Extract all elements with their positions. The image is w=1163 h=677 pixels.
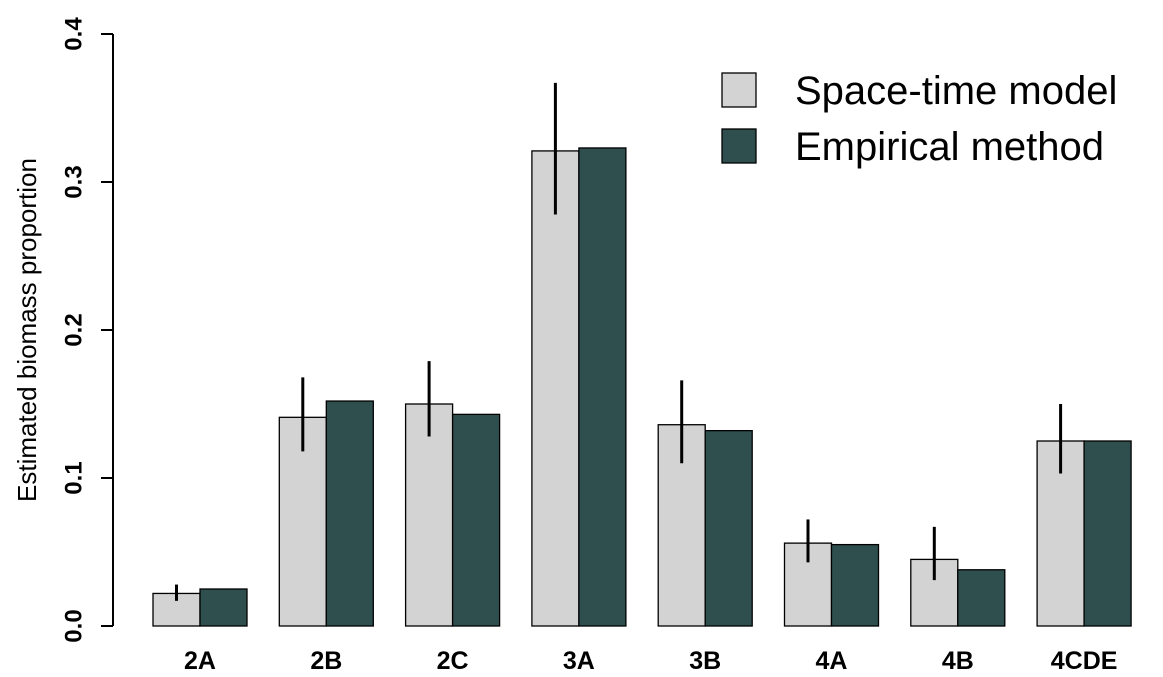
x-tick-label: 4B: [942, 647, 974, 675]
x-tick-label: 4A: [816, 647, 848, 675]
bar-space-time-3A: [531, 150, 580, 627]
bar-empirical-2A: [199, 588, 248, 627]
y-tick-label: 0.2: [60, 313, 87, 346]
x-tick-label: 2B: [310, 647, 342, 675]
y-tick-label: 0.1: [60, 461, 87, 494]
bar-space-time-2C: [404, 403, 454, 627]
bar-empirical-4CDE: [1083, 440, 1132, 627]
x-tick-label: 3B: [689, 647, 721, 675]
bar-empirical-4A: [830, 543, 880, 627]
x-tick-label: 2A: [184, 647, 216, 675]
legend: Space-time model Empirical method: [721, 69, 1117, 169]
y-tick-label: 0.0: [60, 609, 87, 642]
y-axis-title: Estimated biomass proportion: [12, 158, 42, 502]
bar-empirical-3B: [704, 429, 753, 627]
y-tick-label: 0.3: [60, 165, 87, 198]
legend-label: Empirical method: [795, 125, 1104, 169]
legend-swatch: [721, 128, 757, 164]
bar-empirical-2C: [451, 413, 501, 627]
legend-label: Space-time model: [795, 69, 1117, 113]
x-tick-label: 3A: [563, 647, 595, 675]
x-tick-label: 4CDE: [1051, 647, 1118, 675]
y-tick-label: 0.4: [60, 17, 87, 51]
bar-empirical-2B: [325, 400, 374, 627]
y-axis: 0.0 0.1 0.2 0.3 0.4: [60, 17, 114, 643]
bar-empirical-4B: [957, 569, 1006, 627]
error-bars: [175, 82, 1063, 601]
x-tick-label: 2C: [437, 647, 469, 675]
x-axis-labels: 2A 2B 2C 3A 3B 4A 4B 4CDE: [184, 647, 1117, 675]
bar-empirical-3A: [578, 147, 627, 627]
bars: [152, 147, 1132, 627]
legend-swatch: [721, 72, 757, 108]
